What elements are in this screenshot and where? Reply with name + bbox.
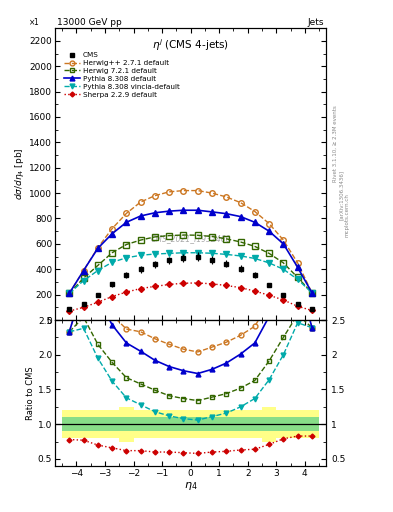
Text: Jets: Jets — [308, 17, 324, 27]
Text: $\times\!1$: $\times\!1$ — [28, 16, 39, 27]
Text: Rivet 3.1.10, ≥ 2.3M events: Rivet 3.1.10, ≥ 2.3M events — [332, 105, 337, 182]
X-axis label: $\eta_4$: $\eta_4$ — [184, 480, 197, 493]
Y-axis label: $d\sigma/d\eta_4$ [pb]: $d\sigma/d\eta_4$ [pb] — [13, 148, 26, 200]
Text: mcplots.cern.ch: mcplots.cern.ch — [345, 193, 350, 237]
Text: 13000 GeV pp: 13000 GeV pp — [57, 17, 122, 27]
Y-axis label: Ratio to CMS: Ratio to CMS — [26, 366, 35, 420]
Legend: CMS, Herwig++ 2.7.1 default, Herwig 7.2.1 default, Pythia 8.308 default, Pythia : CMS, Herwig++ 2.7.1 default, Herwig 7.2.… — [61, 49, 183, 100]
Text: $\eta^j$ (CMS 4-jets): $\eta^j$ (CMS 4-jets) — [152, 37, 229, 53]
Text: [arXiv:1306.3436]: [arXiv:1306.3436] — [339, 169, 343, 220]
Text: CMS_2021_I1932460: CMS_2021_I1932460 — [151, 234, 231, 243]
